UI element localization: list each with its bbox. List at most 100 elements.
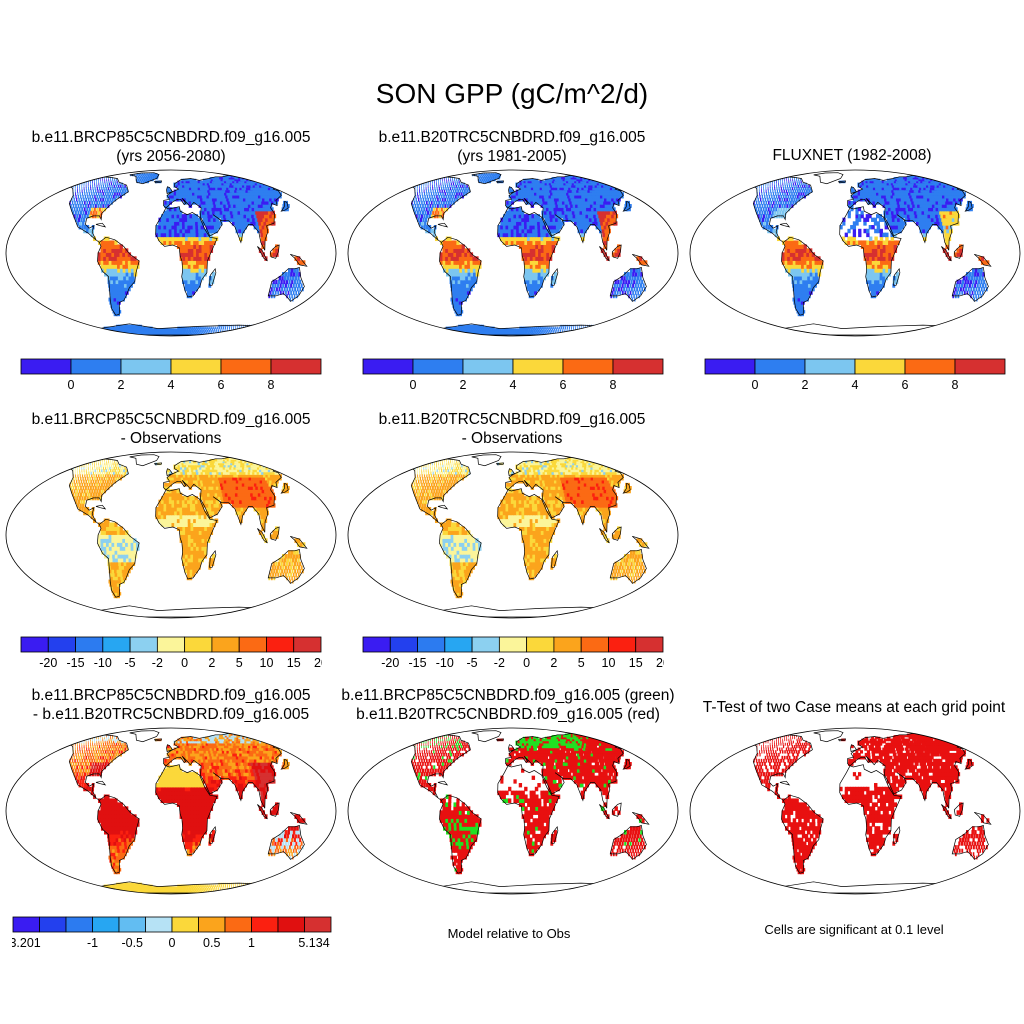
map-panel-3-coast-sumatra: [941, 246, 952, 262]
map-panel-2-coast-australia: [609, 267, 647, 302]
map-panel-7-frame: [347, 727, 679, 895]
map-panel-6-coast-japan: [280, 758, 289, 770]
colorbar-panel-6-tick-label: -0.5: [121, 936, 143, 950]
map-panel-4-cells: [53, 456, 316, 599]
map-panel-1-coast-greenland: [129, 172, 160, 185]
map-panel-1-coast-eurasia: [163, 174, 295, 251]
map-panel-8: [689, 727, 1021, 895]
colorbar-panel-5-swatch: [635, 636, 664, 653]
colorbar-panel-1-swatch: [120, 358, 172, 375]
panel-7-title: b.e11.BRCP85C5CNBDRD.f09_g16.005 (green)…: [338, 686, 678, 724]
map-panel-8-coast-uk: [850, 744, 858, 752]
colorbar-panel-5-swatch: [580, 636, 609, 653]
panel-2-title: b.e11.B20TRC5CNBDRD.f09_g16.005 (yrs 198…: [342, 128, 682, 166]
map-panel-2-coast-greenland: [471, 172, 502, 185]
map-panel-3-coast-greenland: [813, 172, 844, 185]
colorbar-panel-5-swatch: [417, 636, 446, 653]
colorbar-panel-1-swatch: [20, 358, 72, 375]
colorbar-panel-5-tick-label: 5: [578, 656, 585, 670]
map-panel-5-coast-greenland: [471, 454, 502, 467]
map-panel-4-frame: [5, 451, 337, 619]
map-panel-8-coast-japan: [964, 758, 973, 770]
map-panel-5-coast-africa: [497, 488, 560, 580]
map-panel-3-coast-uk: [850, 186, 858, 194]
ttest-note: Cells are significant at 0.1 level: [764, 922, 944, 937]
map-panel-7-coast-japan: [622, 758, 631, 770]
map-panel-1-coast-japan: [280, 200, 289, 212]
map-panel-6-coastlines: [53, 730, 320, 894]
map-panel-1-coast-borneo: [269, 244, 280, 259]
colorbar-panel-3-tick-label: 4: [852, 378, 859, 392]
colorbar-panel-1-tick-label: 0: [68, 378, 75, 392]
colorbar-panel-3-tick-label: 2: [802, 378, 809, 392]
colorbar-panel-3-swatch: [954, 358, 1006, 375]
map-panel-4-coast-new-guinea: [290, 535, 308, 549]
map-panel-8-coast-australia: [951, 825, 989, 860]
map-panel-4-coast-sumatra: [257, 528, 268, 544]
map-panel-2-frame: [347, 169, 679, 337]
map-panel-8-coast-borneo: [953, 802, 964, 817]
colorbar-panel-4-swatch: [211, 636, 240, 653]
colorbar-panel-5-tick-label: 2: [550, 656, 557, 670]
map-panel-1-coast-australia: [267, 267, 305, 302]
panel-4-title-line1: b.e11.BRCP85C5CNBDRD.f09_g16.005: [31, 411, 311, 428]
panel-5-title-line1: b.e11.B20TRC5CNBDRD.f09_g16.005: [378, 411, 646, 428]
colorbar-panel-2-swatch: [512, 358, 564, 375]
map-panel-6-frame: [5, 727, 337, 895]
map-panel-2: [347, 169, 679, 337]
colorbar-panel-2-tick-label: 8: [610, 378, 617, 392]
map-panel-6-coast-new-guinea: [290, 811, 308, 825]
colorbar-panel-4-swatch: [102, 636, 131, 653]
colorbar-panel-1-swatch: [270, 358, 322, 375]
map-panel-6-coast-uk: [166, 744, 174, 752]
map-panel-7-coast-eurasia: [505, 732, 637, 809]
figure-title: SON GPP (gC/m^2/d): [375, 78, 649, 109]
map-panel-6: [5, 727, 337, 895]
map-panel-7-coast-greenland: [471, 730, 502, 743]
colorbar-panel-4-tick-label: -10: [94, 656, 112, 670]
map-panel-3-cells: [737, 174, 1000, 317]
colorbar-panel-5-swatch: [471, 636, 500, 653]
map-panel-5-coast-australia: [609, 549, 647, 584]
colorbar-panel-4-swatch: [184, 636, 213, 653]
map-panel-1-coast-africa: [155, 206, 218, 298]
map-panel-4-coast-africa: [155, 488, 218, 580]
panel-4-title-line2: - Observations: [120, 430, 222, 447]
map-panel-7-coast-cuba: [437, 780, 449, 786]
colorbar-panel-4: -20-15-10-5-2025101520: [20, 636, 322, 670]
colorbar-panel-6-tick-label: 5.134: [298, 936, 329, 950]
colorbar-panel-5-swatch: [526, 636, 555, 653]
colorbar-panel-4-swatch: [129, 636, 158, 653]
colorbar-panel-5-tick-label: -15: [409, 656, 427, 670]
map-panel-1-coast-new-guinea: [290, 253, 308, 267]
map-panel-7-coast-australia: [609, 825, 647, 860]
map-panel-4-coast-australia: [267, 549, 305, 584]
colorbar-panel-2-swatch: [462, 358, 514, 375]
colorbar-panel-4-swatch: [156, 636, 186, 653]
colorbar-panel-1-tick-label: 2: [118, 378, 125, 392]
colorbar-panel-4-swatch: [293, 636, 322, 653]
colorbar-panel-5-tick-label: -5: [467, 656, 478, 670]
colorbar-panel-4-tick-label: 10: [260, 656, 274, 670]
map-panel-3: [689, 169, 1021, 337]
map-panel-8-coast-iceland: [837, 738, 846, 742]
map-panel-6-coast-australia: [267, 825, 305, 860]
map-panel-5-coast-south-america: [439, 518, 482, 598]
colorbar-panel-4-swatch: [20, 636, 49, 653]
map-panel-2-coast-new-guinea: [632, 253, 650, 267]
map-panel-2-coastlines: [395, 172, 662, 336]
map-panel-8-coast-greenland: [813, 730, 844, 743]
colorbar-panel-3-tick-label: 6: [902, 378, 909, 392]
panel-5-title-line2: - Observations: [461, 430, 563, 447]
map-panel-5-coast-eurasia: [505, 456, 637, 533]
map-panel-7-coast-africa: [497, 764, 560, 856]
map-panel-2-coast-borneo: [611, 244, 622, 259]
colorbar-panel-6: -3.201 -1 -0.5 0 0.5 1 5.134: [12, 916, 332, 950]
map-panel-5-cells: [395, 456, 658, 599]
colorbar-panel-4-tick-label: -2: [152, 656, 163, 670]
map-panel-3-coast-south-america: [781, 236, 824, 316]
map-panel-2-coast-cuba: [437, 222, 449, 228]
panel-8-title-line1: T-Test of two Case means at each grid po…: [702, 699, 1006, 716]
colorbar-panel-2-tick-label: 2: [460, 378, 467, 392]
map-panel-3-coast-iceland: [837, 180, 846, 184]
